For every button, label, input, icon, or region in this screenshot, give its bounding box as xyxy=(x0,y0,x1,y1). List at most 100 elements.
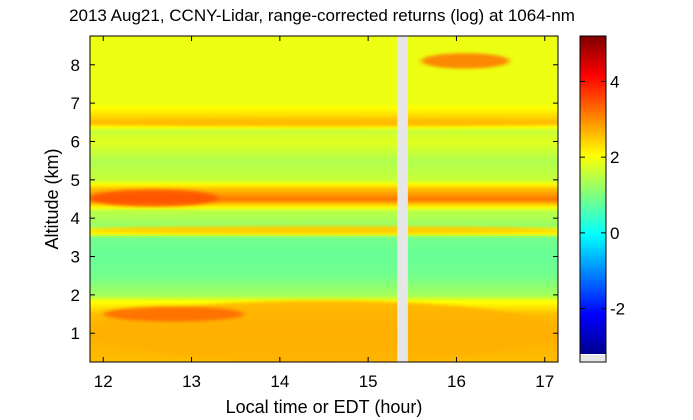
altitude-band xyxy=(90,193,558,196)
altitude-band xyxy=(90,172,558,175)
altitude-band xyxy=(90,83,558,87)
altitude-band xyxy=(90,108,558,112)
altitude-band xyxy=(90,237,558,240)
altitude-band xyxy=(90,239,558,242)
altitude-band xyxy=(90,139,558,143)
altitude-band xyxy=(90,133,558,137)
altitude-band xyxy=(90,128,558,131)
altitude-band xyxy=(90,145,558,148)
y-tick-label: 6 xyxy=(71,132,80,151)
altitude-band xyxy=(90,152,558,156)
altitude-band xyxy=(90,164,558,167)
altitude-band xyxy=(90,45,558,49)
y-axis: 1 2 3 4 5 6 7 8 xyxy=(71,56,558,343)
plot-frame xyxy=(89,35,559,363)
altitude-band xyxy=(90,137,558,141)
altitude-band xyxy=(90,147,558,150)
altitude-band xyxy=(90,218,558,221)
altitude-band xyxy=(90,149,558,152)
altitude-band xyxy=(90,78,558,81)
altitude-band xyxy=(90,36,558,39)
altitude-band xyxy=(90,166,558,169)
altitude-band xyxy=(90,285,558,288)
altitude-band xyxy=(90,177,558,181)
altitude-band xyxy=(90,49,558,52)
altitude-band xyxy=(90,60,558,64)
altitude-band xyxy=(90,199,558,202)
altitude-band xyxy=(90,185,558,189)
altitude-band xyxy=(90,281,558,284)
aerosol-feature xyxy=(103,306,245,322)
altitude-band xyxy=(90,101,558,104)
altitude-band xyxy=(90,271,558,275)
y-tick-label: 4 xyxy=(71,209,80,228)
altitude-band xyxy=(90,129,558,133)
altitude-band xyxy=(90,268,558,271)
x-tick-label: 16 xyxy=(447,372,466,391)
altitude-band xyxy=(90,291,558,294)
altitude-band xyxy=(90,97,558,100)
altitude-band xyxy=(90,279,558,283)
altitude-band xyxy=(90,158,558,162)
altitude-band xyxy=(90,114,558,118)
altitude-band xyxy=(90,292,558,296)
altitude-band xyxy=(90,269,558,273)
colorbar: -2 0 2 4 xyxy=(579,35,625,363)
altitude-band xyxy=(90,181,558,185)
altitude-band xyxy=(90,55,558,58)
altitude-band xyxy=(90,47,558,51)
altitude-band xyxy=(90,103,558,106)
altitude-band xyxy=(90,287,558,290)
aerosol-feature xyxy=(90,118,558,127)
altitude-band xyxy=(90,235,558,238)
altitude-band xyxy=(90,289,558,292)
altitude-band xyxy=(90,298,558,302)
altitude-band xyxy=(90,82,558,85)
altitude-band xyxy=(90,175,558,179)
altitude-band xyxy=(90,248,558,252)
altitude-band xyxy=(90,296,558,300)
altitude-band xyxy=(90,210,558,214)
altitude-band xyxy=(90,256,558,260)
colorbar-gradient xyxy=(580,36,606,354)
altitude-band xyxy=(90,53,558,56)
y-tick-label: 8 xyxy=(71,56,80,75)
y-tick-label: 7 xyxy=(71,94,80,113)
aerosol-feature xyxy=(90,189,218,207)
altitude-band xyxy=(90,204,558,208)
x-tick-label: 14 xyxy=(270,372,289,391)
y-tick-label: 5 xyxy=(71,171,80,190)
altitude-band xyxy=(90,243,558,246)
altitude-band xyxy=(90,245,558,248)
y-tick-label: 1 xyxy=(71,324,80,343)
altitude-band xyxy=(90,51,558,54)
altitude-band xyxy=(90,89,558,93)
altitude-band xyxy=(90,264,558,267)
altitude-band xyxy=(90,112,558,116)
altitude-band xyxy=(90,68,558,72)
colorbar-tick-label: 0 xyxy=(610,224,619,243)
altitude-band xyxy=(90,241,558,244)
x-tick-label: 12 xyxy=(94,372,113,391)
altitude-band xyxy=(90,93,558,97)
altitude-band xyxy=(90,91,558,95)
altitude-band xyxy=(90,116,558,120)
altitude-band xyxy=(90,143,558,146)
colorbar-ticks: -2 0 2 4 xyxy=(580,72,625,319)
altitude-band xyxy=(90,74,558,77)
altitude-band xyxy=(90,85,558,89)
altitude-band xyxy=(90,294,558,298)
x-tick-label: 17 xyxy=(535,372,554,391)
altitude-band xyxy=(90,179,558,183)
x-axis-label: Local time or EDT (hour) xyxy=(226,397,423,417)
altitude-band xyxy=(90,95,558,98)
altitude-band xyxy=(90,99,558,102)
feature-layer xyxy=(90,53,558,362)
altitude-band xyxy=(90,141,558,144)
altitude-band xyxy=(90,39,558,43)
altitude-band xyxy=(90,254,558,258)
altitude-band xyxy=(90,87,558,91)
aerosol-feature xyxy=(421,53,510,69)
x-tick-label: 15 xyxy=(359,372,378,391)
